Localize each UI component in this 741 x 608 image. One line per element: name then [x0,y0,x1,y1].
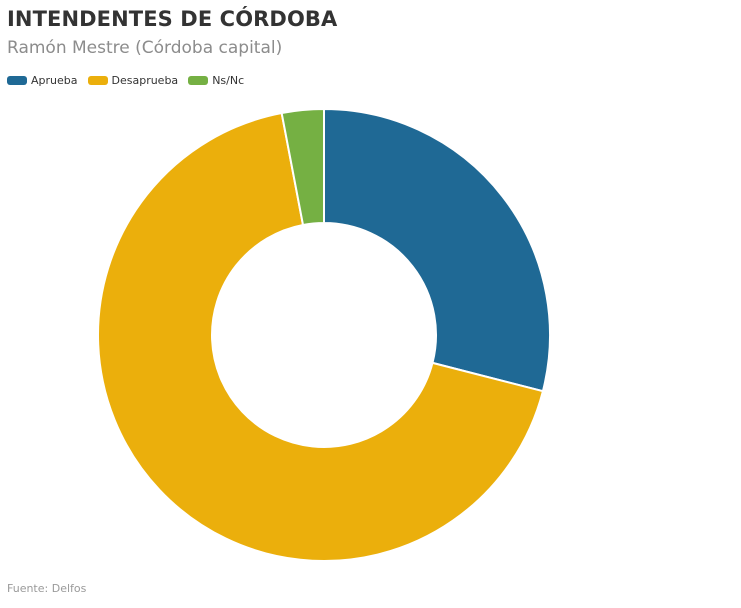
legend-item-aprueba[interactable]: Aprueba [7,74,78,87]
slice-desaprueba[interactable] [97,111,545,562]
legend-swatch-aprueba [7,76,27,85]
legend-item-nsnc[interactable]: Ns/Nc [188,74,244,87]
legend-swatch-nsnc [188,76,209,85]
legend-item-desaprueba[interactable]: Desaprueba [87,74,179,87]
chart-subtitle: Ramón Mestre (Córdoba capital) [7,38,283,58]
chart-title: INTENDENTES DE CÓRDOBA [7,7,338,31]
source-note: Fuente: Delfos [7,582,87,595]
legend-label-desaprueba: Desaprueba [111,74,179,87]
slice-aprueba[interactable] [323,107,551,393]
legend-swatch-desaprueba [87,76,108,85]
legend-label-aprueba: Aprueba [31,74,78,87]
legend-label-nsnc: Ns/Nc [212,74,245,87]
legend: Aprueba Desaprueba Ns/Nc [7,74,254,87]
slice-nsnc[interactable] [280,107,325,227]
